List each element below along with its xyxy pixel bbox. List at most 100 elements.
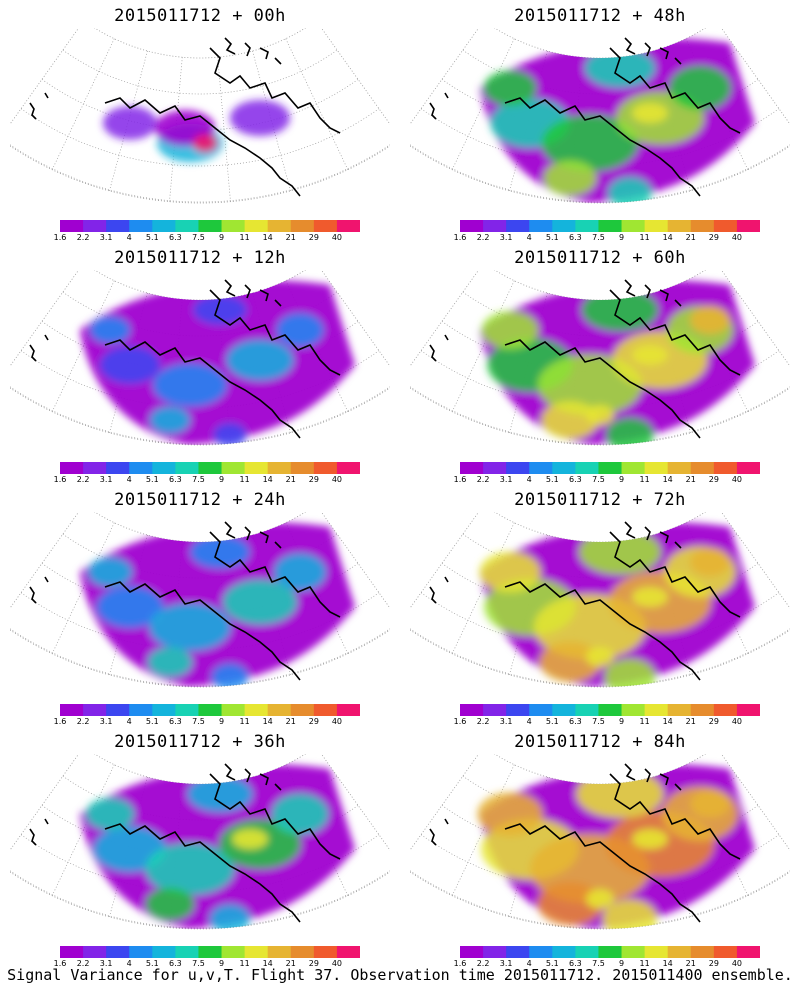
colorbar-swatch bbox=[175, 946, 199, 958]
colorbar-label: 6.3 bbox=[169, 475, 182, 484]
colorbar-label: 1.6 bbox=[453, 233, 467, 242]
colorbar-swatch bbox=[460, 220, 484, 232]
colorbar-label: 14 bbox=[662, 233, 673, 242]
colorbar-swatch bbox=[198, 220, 223, 232]
colorbar-label: 5.1 bbox=[145, 475, 159, 484]
colorbar-label: 29 bbox=[708, 475, 719, 484]
panel-title: 2015011712 + 00h bbox=[114, 6, 286, 26]
variance-field bbox=[80, 764, 355, 929]
colorbar-swatch bbox=[129, 462, 153, 474]
colorbar-label: 29 bbox=[308, 717, 319, 726]
colorbar-label: 29 bbox=[708, 717, 719, 726]
colorbar-swatch bbox=[221, 220, 246, 232]
map-panel: 2015011712 + 84h 1.6 2.2 3.1 4 5.1 6.3 7.5 9 11 14… bbox=[400, 726, 800, 968]
colorbar-swatch bbox=[621, 220, 646, 232]
colorbar-swatch bbox=[483, 462, 507, 474]
colorbar-swatch bbox=[552, 462, 576, 474]
colorbar-swatch bbox=[290, 704, 315, 716]
colorbar-label: 21 bbox=[685, 233, 696, 242]
colorbar-label: 5.1 bbox=[545, 717, 559, 726]
colorbar-swatch bbox=[106, 704, 130, 716]
colorbar-label: 4 bbox=[526, 959, 532, 968]
colorbar-label: 7.5 bbox=[592, 717, 605, 726]
colorbar-swatch bbox=[60, 704, 84, 716]
colorbar-swatch bbox=[644, 220, 669, 232]
colorbar-swatch bbox=[529, 462, 553, 474]
colorbar-swatch bbox=[336, 946, 360, 958]
colorbar-label: 29 bbox=[308, 233, 319, 242]
panel-title: 2015011712 + 48h bbox=[514, 6, 686, 26]
colorbar-swatch bbox=[313, 220, 338, 232]
colorbar-label: 6.3 bbox=[569, 717, 582, 726]
colorbar-swatch bbox=[713, 704, 738, 716]
colorbar-label: 14 bbox=[262, 475, 273, 484]
colorbar-label: 2.2 bbox=[476, 959, 490, 968]
colorbar-swatch bbox=[313, 704, 338, 716]
colorbar-swatch bbox=[575, 220, 599, 232]
colorbar-swatch bbox=[267, 462, 292, 474]
colorbar-labels: 1.6 2.2 3.1 4 5.1 6.3 7.5 9 11 14 21 29 40 bbox=[454, 233, 760, 245]
colorbar-label: 21 bbox=[285, 717, 296, 726]
colorbar-label: 4 bbox=[526, 717, 532, 726]
variance-field bbox=[480, 38, 755, 203]
colorbar-swatch bbox=[198, 704, 223, 716]
colorbar-label: 21 bbox=[285, 475, 296, 484]
colorbar-label: 6.3 bbox=[169, 959, 182, 968]
colorbar-swatch bbox=[690, 220, 715, 232]
figure-caption: Signal Variance for u,v,T. Flight 37. Ob… bbox=[7, 966, 793, 984]
map-panel: 2015011712 + 48h 1.6 2.2 3.1 4 5.1 6.3 7.5 9 11 14… bbox=[400, 0, 800, 242]
colorbar-label: 40 bbox=[331, 717, 343, 726]
colorbar-swatch bbox=[83, 220, 107, 232]
colorbar-swatch bbox=[175, 704, 199, 716]
colorbar-swatch bbox=[506, 946, 530, 958]
colorbar bbox=[460, 220, 760, 232]
colorbar-swatch bbox=[267, 946, 292, 958]
colorbar-label: 5.1 bbox=[145, 717, 159, 726]
colorbar-swatch bbox=[598, 946, 623, 958]
panel-title: 2015011712 + 60h bbox=[514, 248, 686, 268]
colorbar-swatch bbox=[221, 462, 246, 474]
colorbar-label: 4 bbox=[526, 233, 532, 242]
map-panel: 2015011712 + 72h 1.6 2.2 3.1 4 5.1 6.3 7.5 9 11 14… bbox=[400, 484, 800, 726]
polar-map bbox=[410, 270, 790, 446]
coastline bbox=[29, 521, 341, 681]
colorbar-label: 4 bbox=[126, 717, 132, 726]
colorbar-label: 3.1 bbox=[499, 717, 513, 726]
panel-title: 2015011712 + 84h bbox=[514, 732, 686, 752]
panel-title: 2015011712 + 36h bbox=[114, 732, 286, 752]
colorbar-label: 21 bbox=[285, 959, 296, 968]
colorbar-label: 21 bbox=[285, 233, 296, 242]
colorbar-label: 5.1 bbox=[145, 233, 159, 242]
variance-field bbox=[80, 280, 355, 445]
polar-map bbox=[10, 512, 390, 688]
colorbar-swatch bbox=[690, 704, 715, 716]
colorbar-labels: 1.6 2.2 3.1 4 5.1 6.3 7.5 9 11 14 21 29 40 bbox=[54, 233, 360, 245]
colorbar-swatch bbox=[152, 946, 176, 958]
colorbar-label: 6.3 bbox=[169, 717, 182, 726]
polar-map bbox=[10, 270, 390, 446]
colorbar-labels: 1.6 2.2 3.1 4 5.1 6.3 7.5 9 11 14 21 29 40 bbox=[54, 475, 360, 487]
colorbar-label: 14 bbox=[262, 959, 273, 968]
colorbar bbox=[60, 946, 360, 958]
colorbar-label: 2.2 bbox=[76, 475, 90, 484]
colorbar-label: 21 bbox=[685, 717, 696, 726]
colorbar-label: 29 bbox=[308, 475, 319, 484]
colorbar-label: 5.1 bbox=[545, 233, 559, 242]
colorbar-label: 21 bbox=[685, 475, 696, 484]
colorbar-label: 14 bbox=[262, 717, 273, 726]
colorbar-labels: 1.6 2.2 3.1 4 5.1 6.3 7.5 9 11 14 21 29 40 bbox=[454, 959, 760, 971]
colorbar-swatch bbox=[221, 704, 246, 716]
colorbar-swatch bbox=[175, 462, 199, 474]
colorbar-label: 11 bbox=[239, 717, 250, 726]
colorbar-swatch bbox=[483, 704, 507, 716]
colorbar-label: 6.3 bbox=[169, 233, 182, 242]
colorbar-swatch bbox=[313, 946, 338, 958]
colorbar-label: 11 bbox=[639, 475, 650, 484]
colorbar-label: 7.5 bbox=[192, 717, 205, 726]
colorbar-swatch bbox=[713, 220, 738, 232]
colorbar-swatch bbox=[460, 946, 484, 958]
colorbar-label: 6.3 bbox=[569, 233, 582, 242]
coastline bbox=[429, 763, 741, 923]
colorbar-swatch bbox=[667, 462, 692, 474]
variance-field bbox=[103, 100, 290, 163]
